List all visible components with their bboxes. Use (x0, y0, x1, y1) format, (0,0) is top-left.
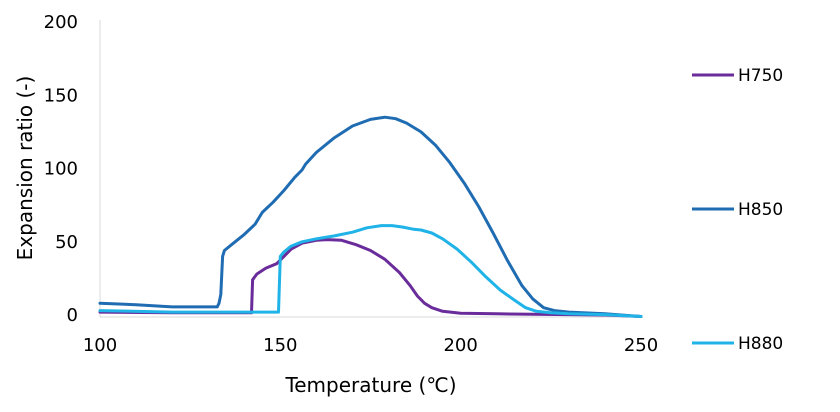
legend: H750 H850 H880 (692, 66, 783, 354)
y-tick-label: 50 (55, 232, 78, 253)
legend-label-h880: H880 (738, 334, 783, 354)
series-line-h850 (98, 115, 643, 318)
y-tick-label: 0 (67, 305, 78, 326)
x-axis-title: Temperature (℃) (284, 373, 456, 397)
series-line-h880 (98, 224, 643, 318)
x-tick-label: 250 (624, 335, 658, 356)
legend-label-h850: H850 (738, 200, 783, 220)
x-tick-label: 150 (263, 335, 297, 356)
x-tick-label: 200 (443, 335, 477, 356)
legend-label-h750: H750 (738, 66, 783, 86)
y-tick-label: 150 (44, 85, 78, 106)
y-tick-labels: 0 50 100 150 200 (44, 12, 78, 326)
x-tick-labels: 100 150 200 250 (83, 335, 658, 356)
y-tick-label: 200 (44, 12, 78, 33)
y-tick-label: 100 (44, 159, 78, 180)
y-axis-title: Expansion ratio (-) (13, 76, 37, 261)
x-tick-label: 100 (83, 335, 117, 356)
series-line-h750 (98, 238, 643, 318)
series-lines (98, 115, 643, 318)
